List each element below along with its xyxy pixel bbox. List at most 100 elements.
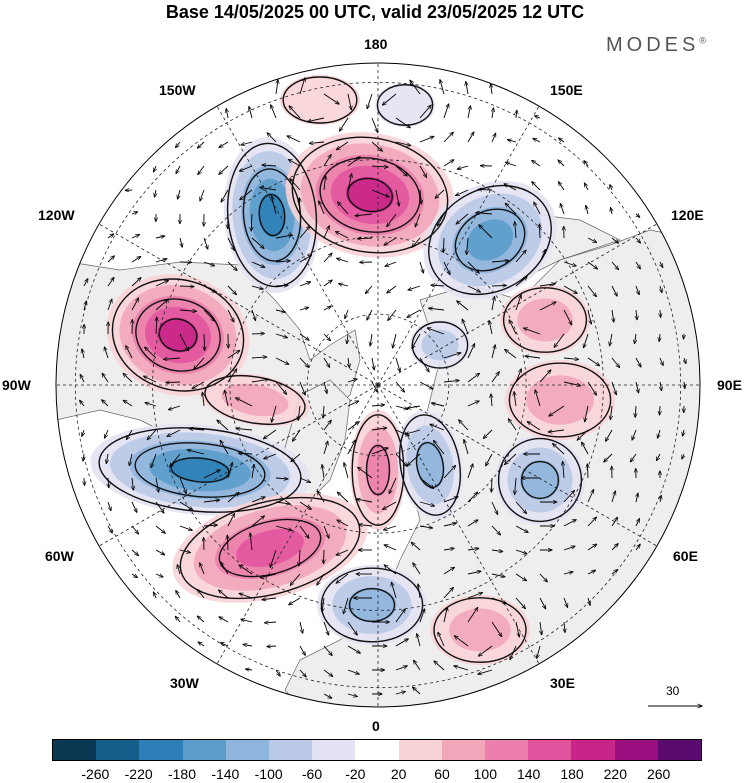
wind-arrow: [227, 350, 240, 359]
wind-arrow: [395, 165, 407, 176]
wind-arrow: [131, 549, 139, 556]
wind-arrow: [443, 237, 444, 252]
wind-arrow: [155, 574, 163, 577]
wind-arrow: [539, 573, 547, 582]
wind-arrow: [131, 573, 138, 578]
wind-arrow: [563, 381, 581, 386]
wind-arrow: [344, 463, 349, 479]
wind-arrow: [153, 592, 156, 599]
wind-arrow: [467, 344, 475, 359]
wind-arrow: [659, 333, 660, 341]
wind-arrow: [298, 405, 300, 420]
wind-arrow: [202, 392, 204, 407]
wind-arrow: [293, 429, 301, 441]
wind-arrow: [219, 141, 229, 147]
wind-arrow: [515, 222, 516, 239]
wind-arrow: [245, 669, 253, 670]
wind-arrow: [510, 645, 517, 660]
wind-arrow: [204, 333, 205, 350]
wind-arrow: [395, 666, 407, 671]
wind-arrow: [155, 501, 164, 513]
wind-arrow: [467, 132, 474, 143]
wind-arrow: [155, 259, 167, 263]
wind-arrow: [323, 420, 331, 431]
anomaly-fill: [347, 587, 397, 623]
contour-line: [134, 442, 266, 498]
colorbar-swatch: [441, 740, 486, 760]
wind-arrow: [323, 669, 333, 677]
wind-arrow: [226, 109, 228, 119]
wind-arrow: [239, 565, 253, 575]
wind-arrow: [540, 621, 542, 635]
wind-arrow: [335, 232, 349, 239]
wind-arrow: [179, 549, 190, 553]
wind-arrow: [323, 155, 331, 167]
wind-arrow: [437, 213, 445, 226]
lon-label-150e: 150E: [550, 82, 583, 98]
wind-arrow: [275, 357, 289, 364]
wind-arrow: [289, 106, 301, 119]
wind-arrow: [563, 520, 576, 527]
wind-arrow: [338, 202, 349, 215]
wind-arrow: [660, 309, 661, 317]
wind-arrow: [587, 261, 598, 269]
wind-arrow: [587, 237, 597, 243]
wind-arrow: [515, 597, 525, 609]
wind-arrow: [395, 639, 408, 647]
anomaly-fill: [236, 528, 304, 568]
wind-arrow: [467, 492, 478, 503]
map-boundary: [55, 62, 701, 708]
wind-arrow: [323, 333, 331, 341]
wind-arrow: [539, 224, 540, 239]
wind-arrow: [267, 646, 277, 647]
wind-arrow: [483, 429, 493, 438]
wind-arrow: [131, 235, 140, 239]
wind-arrow: [478, 645, 493, 656]
wind-arrow: [431, 403, 445, 407]
wind-arrow: [508, 419, 517, 431]
wind-arrow: [131, 298, 139, 311]
wind-arrow: [443, 380, 459, 382]
wind-arrow: [299, 282, 311, 287]
wind-arrow: [107, 525, 112, 533]
colorbar-tick-label: 220: [603, 766, 628, 782]
wind-arrow: [243, 644, 253, 646]
wind-arrow: [309, 142, 325, 143]
wind-arrow: [467, 548, 479, 550]
wind-arrow: [611, 285, 617, 296]
wind-arrow: [275, 310, 286, 312]
wind-arrow: [347, 440, 355, 455]
wind-arrow: [299, 525, 309, 538]
wind-arrow: [163, 358, 181, 359]
wind-arrow: [419, 609, 425, 623]
wind-arrow: [319, 201, 325, 215]
wind-arrow: [395, 357, 400, 372]
wind-arrow: [107, 277, 114, 287]
wind-arrow: [238, 453, 253, 454]
wind-arrow: [260, 573, 277, 578]
wind-arrow: [155, 236, 165, 238]
wind-arrow: [635, 544, 640, 551]
wind-arrow: [251, 237, 264, 249]
wind-arrow: [467, 106, 471, 119]
wind-arrow: [635, 237, 641, 243]
wind-arrow: [585, 405, 589, 422]
wind-arrow: [289, 597, 301, 605]
wind-arrow: [489, 321, 493, 335]
wind-arrow: [271, 405, 277, 422]
wind-arrow: [548, 430, 565, 432]
colorbar-tick-label: 260: [646, 766, 671, 782]
wind-arrow: [635, 333, 637, 344]
wind-arrow: [395, 381, 405, 392]
wind-arrow: [457, 165, 469, 169]
wind-arrow: [582, 442, 589, 455]
wind-arrow: [267, 133, 277, 143]
wind-arrow: [384, 565, 397, 575]
latitude-circle: [306, 313, 450, 457]
wind-arrow: [299, 198, 300, 215]
wind-arrow: [236, 398, 253, 407]
colorbar-tick-label: -140: [211, 766, 240, 782]
wind-arrow: [299, 226, 310, 239]
wind-arrow: [656, 453, 661, 461]
